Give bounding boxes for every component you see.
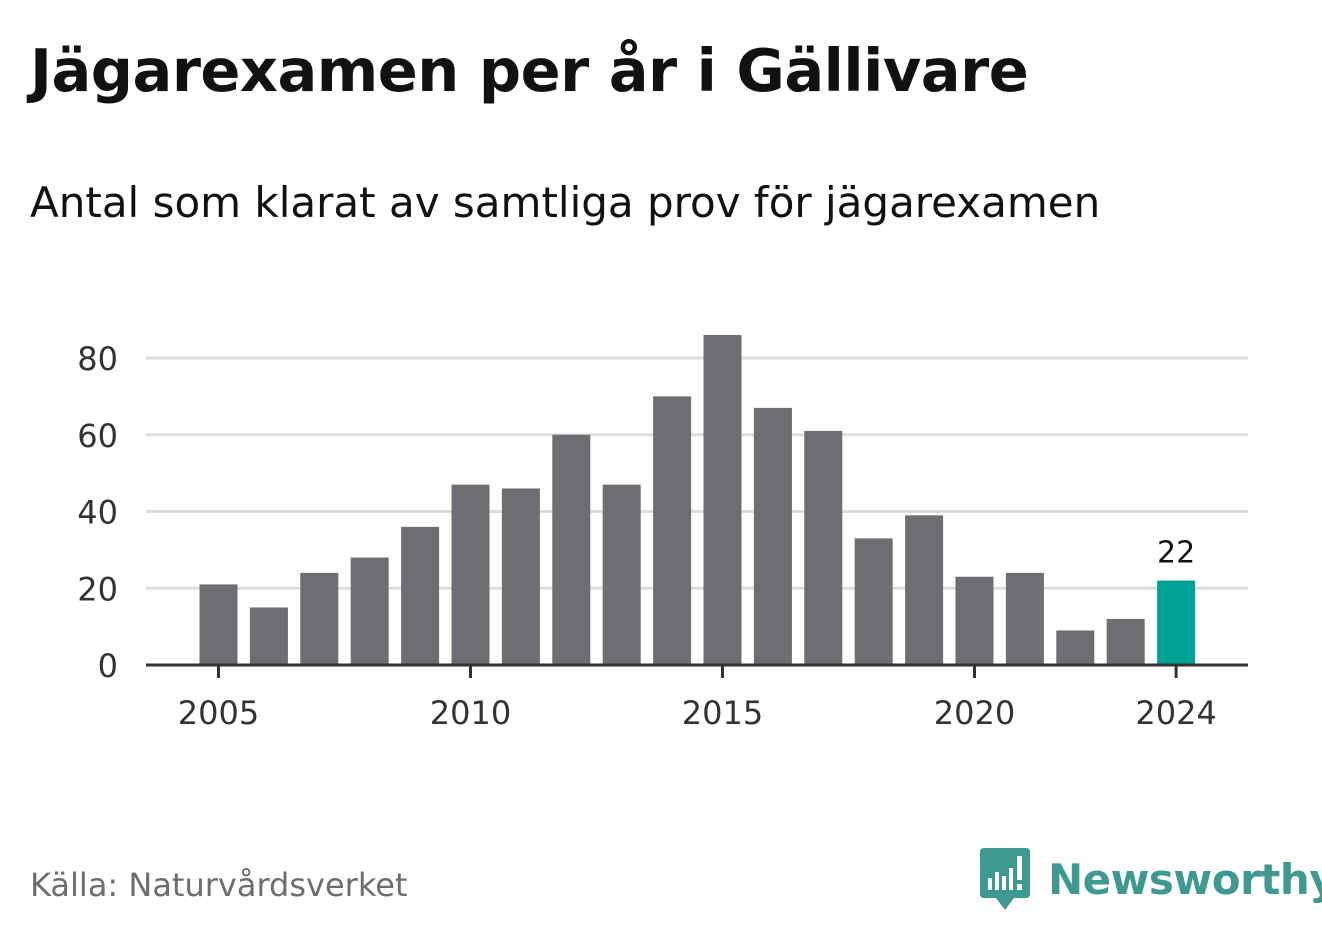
bar-2024 [1157, 580, 1196, 665]
brand-name: Newsworthy [1048, 854, 1322, 904]
bar-2009 [401, 526, 440, 665]
y-tick-label-60: 60 [77, 417, 118, 455]
x-axis-ticks: 2005 2010 2015 2020 2024 [178, 665, 1217, 732]
bar-2019 [905, 515, 944, 665]
x-tick-label-2010: 2010 [430, 694, 511, 732]
bar-2006 [249, 607, 288, 665]
y-tick-label-20: 20 [77, 570, 118, 608]
x-tick-label-2005: 2005 [178, 694, 259, 732]
bar-2015 [703, 334, 742, 665]
source-note: Källa: Naturvårdsverket [30, 866, 408, 904]
brand-logo: Newsworthy [980, 846, 1322, 912]
x-tick-label-2020: 2020 [934, 694, 1015, 732]
chart-title: Jägarexamen per år i Gällivare [30, 36, 1029, 105]
newsworthy-logo-icon [980, 848, 1030, 910]
chart-subtitle: Antal som klarat av samtliga prov för jä… [30, 178, 1101, 227]
x-tick-label-2024: 2024 [1135, 694, 1216, 732]
bar-2007 [300, 572, 339, 665]
bar-2017 [804, 430, 843, 665]
bar-2016 [753, 407, 792, 665]
bar-2013 [602, 484, 641, 665]
y-axis-ticks: 0 20 40 60 80 [77, 340, 118, 685]
y-tick-label-80: 80 [77, 340, 118, 378]
bar-2014 [653, 396, 692, 665]
bar-2010 [451, 484, 490, 665]
bar-2012 [552, 434, 591, 665]
bar-2021 [1005, 572, 1044, 665]
data-label-2024: 22 [1157, 536, 1195, 571]
bar-2020 [955, 576, 994, 665]
bar-2008 [350, 557, 389, 665]
bar-2023 [1106, 618, 1145, 665]
bar-2005 [199, 584, 238, 665]
x-tick-label-2015: 2015 [682, 694, 763, 732]
bar-2018 [854, 538, 893, 665]
bars [199, 334, 1196, 665]
y-tick-label-0: 0 [98, 647, 118, 685]
bar-2022 [1056, 630, 1095, 665]
data-labels: 22 [1157, 536, 1195, 571]
gridlines [146, 356, 1248, 590]
bar-2011 [501, 488, 540, 665]
y-tick-label-40: 40 [77, 494, 118, 532]
